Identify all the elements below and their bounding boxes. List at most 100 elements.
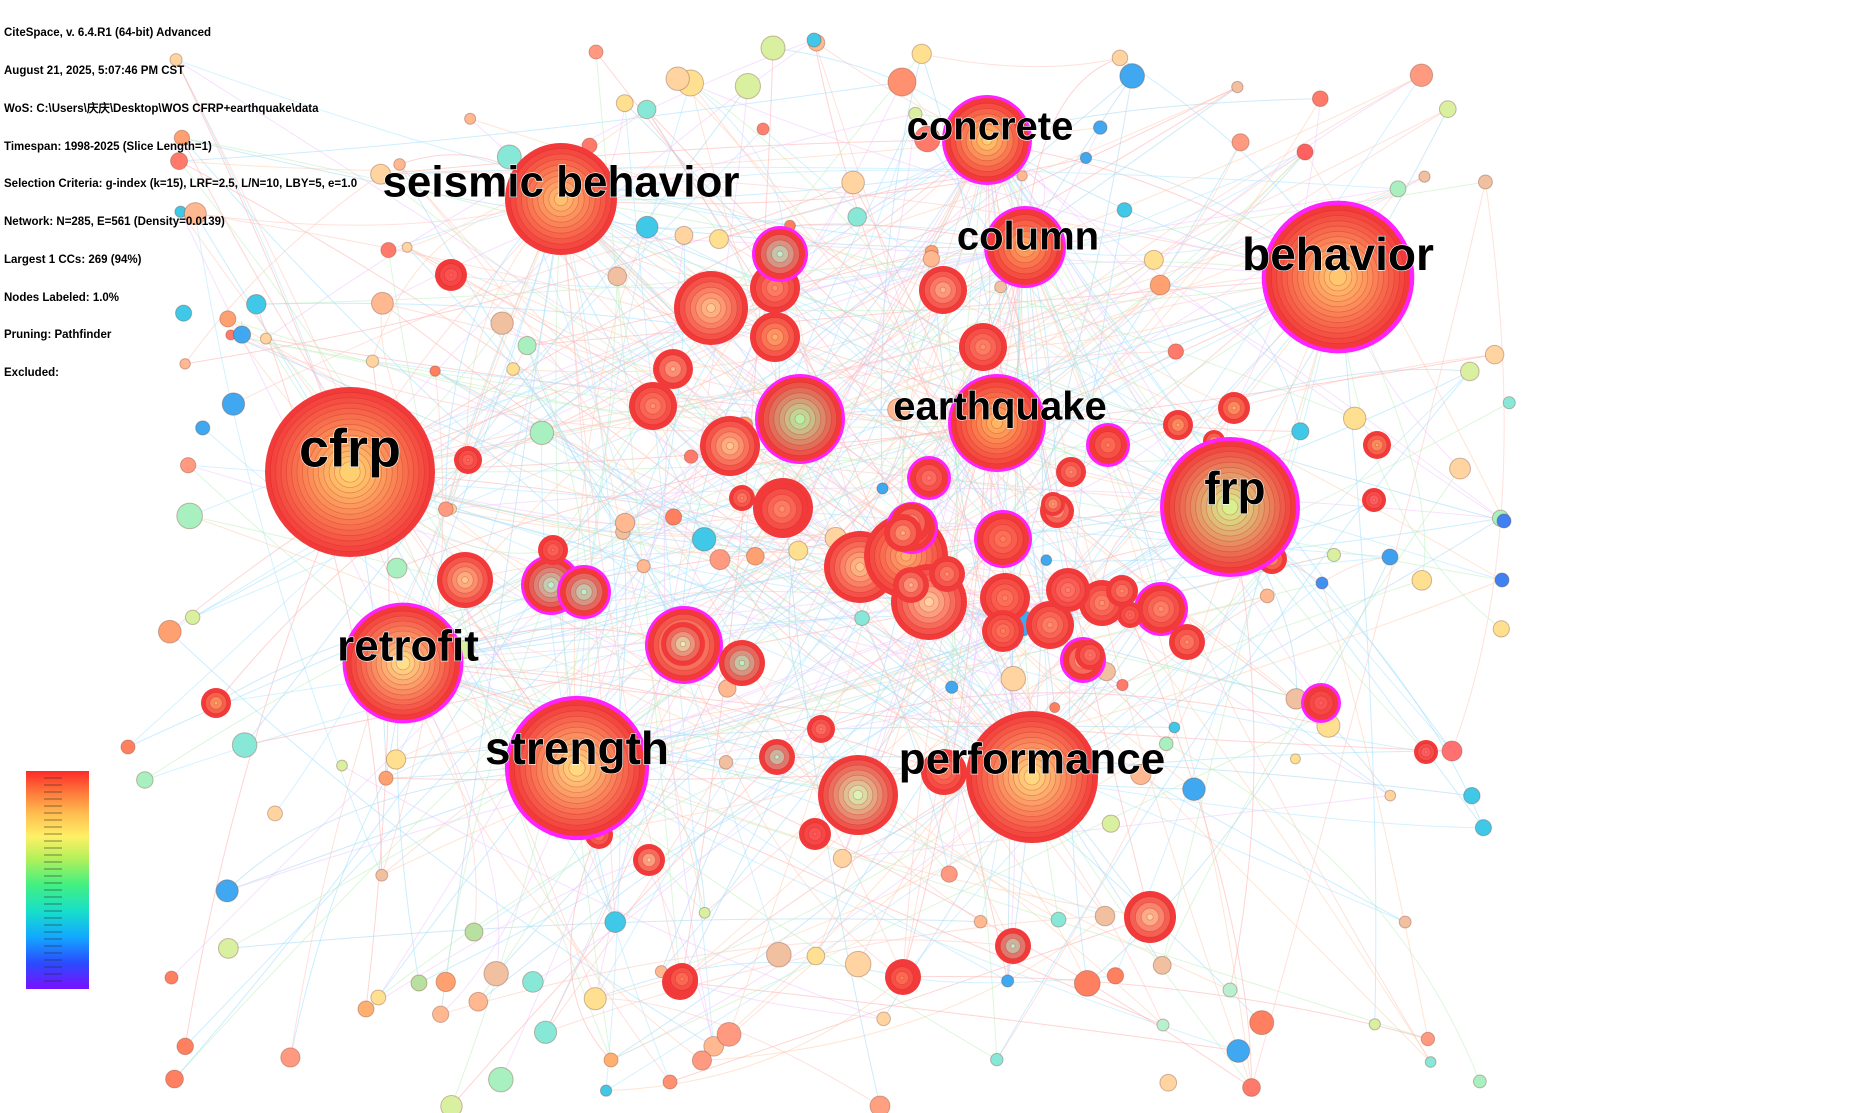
keyword-node[interactable] bbox=[636, 99, 657, 120]
keyword-node[interactable] bbox=[1420, 1031, 1436, 1047]
keyword-node[interactable] bbox=[464, 112, 477, 125]
keyword-node[interactable] bbox=[1384, 789, 1397, 802]
keyword-node[interactable] bbox=[410, 974, 428, 992]
keyword-node[interactable] bbox=[488, 1066, 514, 1093]
keyword-node[interactable] bbox=[832, 848, 852, 869]
keyword-node[interactable] bbox=[1315, 576, 1329, 590]
keyword-node[interactable] bbox=[1492, 620, 1510, 638]
keyword-node[interactable] bbox=[709, 549, 731, 571]
keyword-node[interactable] bbox=[599, 1084, 613, 1097]
keyword-node[interactable] bbox=[1101, 814, 1120, 833]
keyword-node[interactable] bbox=[375, 868, 389, 882]
keyword-node[interactable] bbox=[370, 989, 387, 1006]
keyword-node[interactable] bbox=[973, 914, 988, 929]
keyword-node[interactable] bbox=[698, 906, 711, 919]
keyword-node[interactable] bbox=[1460, 361, 1480, 382]
keyword-node-performance[interactable] bbox=[966, 711, 1098, 843]
keyword-node[interactable] bbox=[1231, 133, 1250, 152]
keyword-node[interactable] bbox=[386, 557, 408, 579]
keyword-node[interactable] bbox=[1056, 457, 1086, 487]
keyword-node-column[interactable] bbox=[984, 206, 1066, 288]
keyword-node[interactable] bbox=[1168, 721, 1181, 734]
keyword-node[interactable] bbox=[709, 229, 729, 249]
keyword-node[interactable] bbox=[1342, 406, 1367, 431]
keyword-node-retrofit[interactable] bbox=[342, 602, 464, 724]
keyword-node[interactable] bbox=[1363, 431, 1391, 459]
keyword-node[interactable] bbox=[1226, 1039, 1251, 1063]
keyword-node[interactable] bbox=[431, 1005, 450, 1023]
keyword-node[interactable] bbox=[807, 715, 835, 743]
keyword-node[interactable] bbox=[718, 755, 734, 770]
keyword-node[interactable] bbox=[1079, 151, 1093, 165]
keyword-node[interactable] bbox=[1075, 640, 1105, 670]
keyword-node[interactable] bbox=[1326, 547, 1341, 563]
keyword-node[interactable] bbox=[806, 32, 822, 48]
keyword-node[interactable] bbox=[378, 770, 394, 786]
keyword-node[interactable] bbox=[215, 879, 239, 903]
keyword-node-frp[interactable] bbox=[1160, 437, 1300, 577]
keyword-node[interactable] bbox=[1477, 174, 1493, 190]
keyword-node[interactable] bbox=[788, 540, 809, 561]
keyword-node[interactable] bbox=[1259, 588, 1275, 604]
keyword-node[interactable] bbox=[183, 202, 207, 226]
keyword-node[interactable] bbox=[674, 225, 694, 245]
keyword-node[interactable] bbox=[336, 759, 348, 772]
keyword-node[interactable] bbox=[1449, 457, 1471, 480]
keyword-node[interactable] bbox=[232, 325, 252, 344]
keyword-node[interactable] bbox=[588, 44, 604, 60]
keyword-node[interactable] bbox=[886, 962, 918, 994]
keyword-node[interactable] bbox=[876, 482, 889, 495]
keyword-node[interactable] bbox=[1438, 100, 1457, 119]
keyword-node[interactable] bbox=[1086, 423, 1130, 467]
keyword-node[interactable] bbox=[1242, 1078, 1261, 1097]
keyword-node[interactable] bbox=[974, 510, 1032, 568]
keyword-node[interactable] bbox=[120, 739, 136, 755]
keyword-node[interactable] bbox=[517, 336, 537, 356]
keyword-node[interactable] bbox=[490, 311, 514, 335]
keyword-node-cfrp[interactable] bbox=[265, 387, 435, 557]
keyword-node[interactable] bbox=[1106, 967, 1125, 985]
keyword-node[interactable] bbox=[157, 619, 182, 644]
keyword-node[interactable] bbox=[716, 1021, 742, 1047]
keyword-node-earthquake[interactable] bbox=[948, 374, 1046, 472]
keyword-node-strength[interactable] bbox=[504, 695, 650, 841]
keyword-node[interactable] bbox=[700, 416, 760, 476]
keyword-node[interactable] bbox=[1040, 554, 1053, 567]
keyword-node[interactable] bbox=[522, 971, 544, 993]
keyword-node[interactable] bbox=[893, 567, 929, 603]
keyword-node[interactable] bbox=[1116, 202, 1133, 218]
keyword-node[interactable] bbox=[854, 610, 870, 626]
keyword-node[interactable] bbox=[1116, 678, 1129, 692]
keyword-node[interactable] bbox=[847, 207, 867, 227]
keyword-node[interactable] bbox=[665, 66, 690, 91]
keyword-node[interactable] bbox=[945, 680, 959, 694]
keyword-node[interactable] bbox=[169, 53, 183, 67]
keyword-node[interactable] bbox=[1441, 740, 1463, 762]
keyword-node-seismic[interactable] bbox=[505, 143, 617, 255]
keyword-node[interactable] bbox=[1049, 701, 1061, 714]
keyword-node[interactable] bbox=[614, 512, 636, 534]
keyword-node[interactable] bbox=[1381, 548, 1399, 566]
keyword-node[interactable] bbox=[1149, 274, 1171, 296]
keyword-node[interactable] bbox=[1494, 572, 1510, 588]
keyword-node[interactable] bbox=[1041, 492, 1065, 516]
keyword-node[interactable] bbox=[1073, 970, 1101, 997]
keyword-node[interactable] bbox=[136, 771, 154, 789]
keyword-node[interactable] bbox=[1130, 763, 1152, 786]
keyword-node[interactable] bbox=[766, 941, 792, 968]
keyword-node[interactable] bbox=[635, 215, 659, 239]
keyword-node[interactable] bbox=[165, 1069, 184, 1089]
keyword-node[interactable] bbox=[919, 266, 967, 314]
keyword-node[interactable] bbox=[1050, 911, 1067, 928]
keyword-node[interactable] bbox=[990, 1052, 1004, 1067]
keyword-node[interactable] bbox=[615, 94, 634, 113]
keyword-node[interactable] bbox=[653, 349, 693, 389]
keyword-node[interactable] bbox=[195, 420, 211, 436]
keyword-node[interactable] bbox=[1106, 575, 1138, 607]
keyword-node[interactable] bbox=[280, 1047, 301, 1068]
keyword-node[interactable] bbox=[921, 749, 967, 795]
keyword-node[interactable] bbox=[683, 449, 699, 464]
keyword-node[interactable] bbox=[1414, 740, 1438, 764]
keyword-node[interactable] bbox=[435, 259, 467, 291]
keyword-node[interactable] bbox=[994, 280, 1008, 294]
